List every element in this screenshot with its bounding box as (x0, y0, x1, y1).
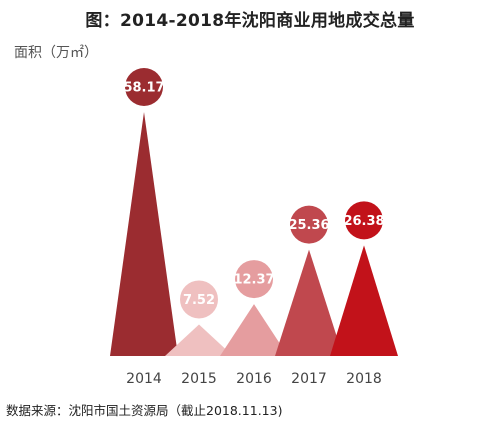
data-label-2018: 26.38 (343, 214, 384, 229)
data-label-2014: 58.17 (123, 81, 164, 96)
x-tick-2017: 2017 (291, 371, 327, 387)
value-bubble-2018 (345, 201, 383, 240)
bar-2018 (330, 245, 398, 356)
value-bubble-2014 (125, 68, 163, 106)
x-tick-2016: 2016 (236, 371, 272, 387)
bar-2016 (220, 304, 288, 356)
y-axis-label: 面积（万㎡） (14, 45, 98, 61)
data-label-2016: 12.37 (233, 273, 274, 288)
x-tick-2014: 2014 (126, 371, 162, 387)
x-tick-2015: 2015 (181, 371, 217, 387)
data-label-2015: 7.52 (183, 293, 215, 308)
data-source-note: 数据来源：沈阳市国土资源局（截止2018.11.13) (6, 403, 283, 418)
bar-2015 (165, 324, 233, 356)
value-bubble-2017 (290, 205, 328, 244)
value-bubble-2016 (235, 260, 273, 299)
value-bubble-2015 (180, 280, 218, 319)
x-tick-2018: 2018 (346, 371, 382, 387)
bar-2014 (110, 112, 178, 356)
bar-2017 (275, 249, 343, 356)
chart-title: 图：2014-2018年沈阳商业用地成交总量 (85, 11, 415, 31)
data-label-2017: 25.36 (288, 218, 329, 233)
